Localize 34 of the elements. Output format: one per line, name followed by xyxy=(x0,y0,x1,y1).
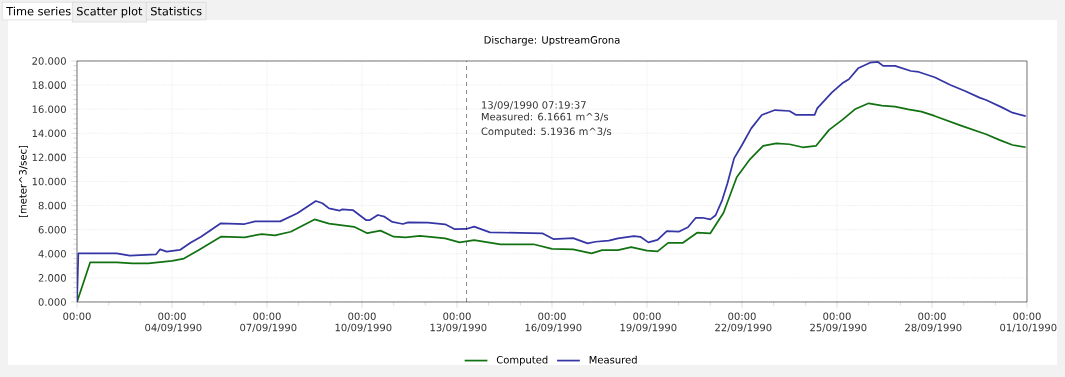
y-tick-label: 0.000 xyxy=(38,298,66,306)
x-tick-label: 00:00 25/09/1990 xyxy=(810,312,867,333)
y-tick-label: 18.000 xyxy=(32,81,66,89)
x-tick-label: 00:00 xyxy=(63,312,91,320)
y-tick-label: 14.000 xyxy=(32,129,66,138)
x-tick-label: 00:00 10/09/1990 xyxy=(335,312,392,333)
x-tick-label: 00:00 01/10/1990 xyxy=(1000,312,1057,333)
x-tick-label: 00:00 07/09/1990 xyxy=(240,312,297,333)
y-tick-label: 12.000 xyxy=(32,153,66,162)
y-tick-label: 10.000 xyxy=(32,177,66,186)
ref-line-label: 13/09/1990 07:19:37 xyxy=(482,101,586,110)
y-tick-label: 8.000 xyxy=(38,201,66,210)
x-tick-label: 00:00 04/09/1990 xyxy=(145,312,202,333)
y-axis-title: [meter^3/sec] xyxy=(18,145,28,218)
line-series xyxy=(77,102,1027,302)
text: Scatter plot xyxy=(77,6,143,18)
x-tick-label: 00:00 16/09/1990 xyxy=(525,312,582,333)
y-tick-label: 6.000 xyxy=(38,225,66,234)
x-tick-label: 00:00 19/09/1990 xyxy=(620,312,677,333)
x-tick-label: 00:00 22/09/1990 xyxy=(715,312,772,333)
chart-title: Discharge: UpstreamGrona xyxy=(484,35,620,46)
legend-label: Computed xyxy=(496,355,548,366)
x-tick-label: 00:00 28/09/1990 xyxy=(905,312,962,333)
y-tick-label: 2.000 xyxy=(38,274,66,282)
text: Statistics xyxy=(151,6,202,16)
line-series xyxy=(77,61,1027,302)
text: Time series xyxy=(6,6,71,16)
annotation: Measured: 6.1661 m^3/s xyxy=(481,112,609,122)
y-tick-label: 4.000 xyxy=(38,250,66,258)
annotation: Computed: 5.1936 m^3/s xyxy=(481,127,612,138)
x-tick-label: 00:00 13/09/1990 xyxy=(430,312,487,333)
y-tick-label: 16.000 xyxy=(32,105,66,113)
legend-label: Measured xyxy=(589,355,637,364)
y-tick-label: 20.000 xyxy=(32,57,66,65)
